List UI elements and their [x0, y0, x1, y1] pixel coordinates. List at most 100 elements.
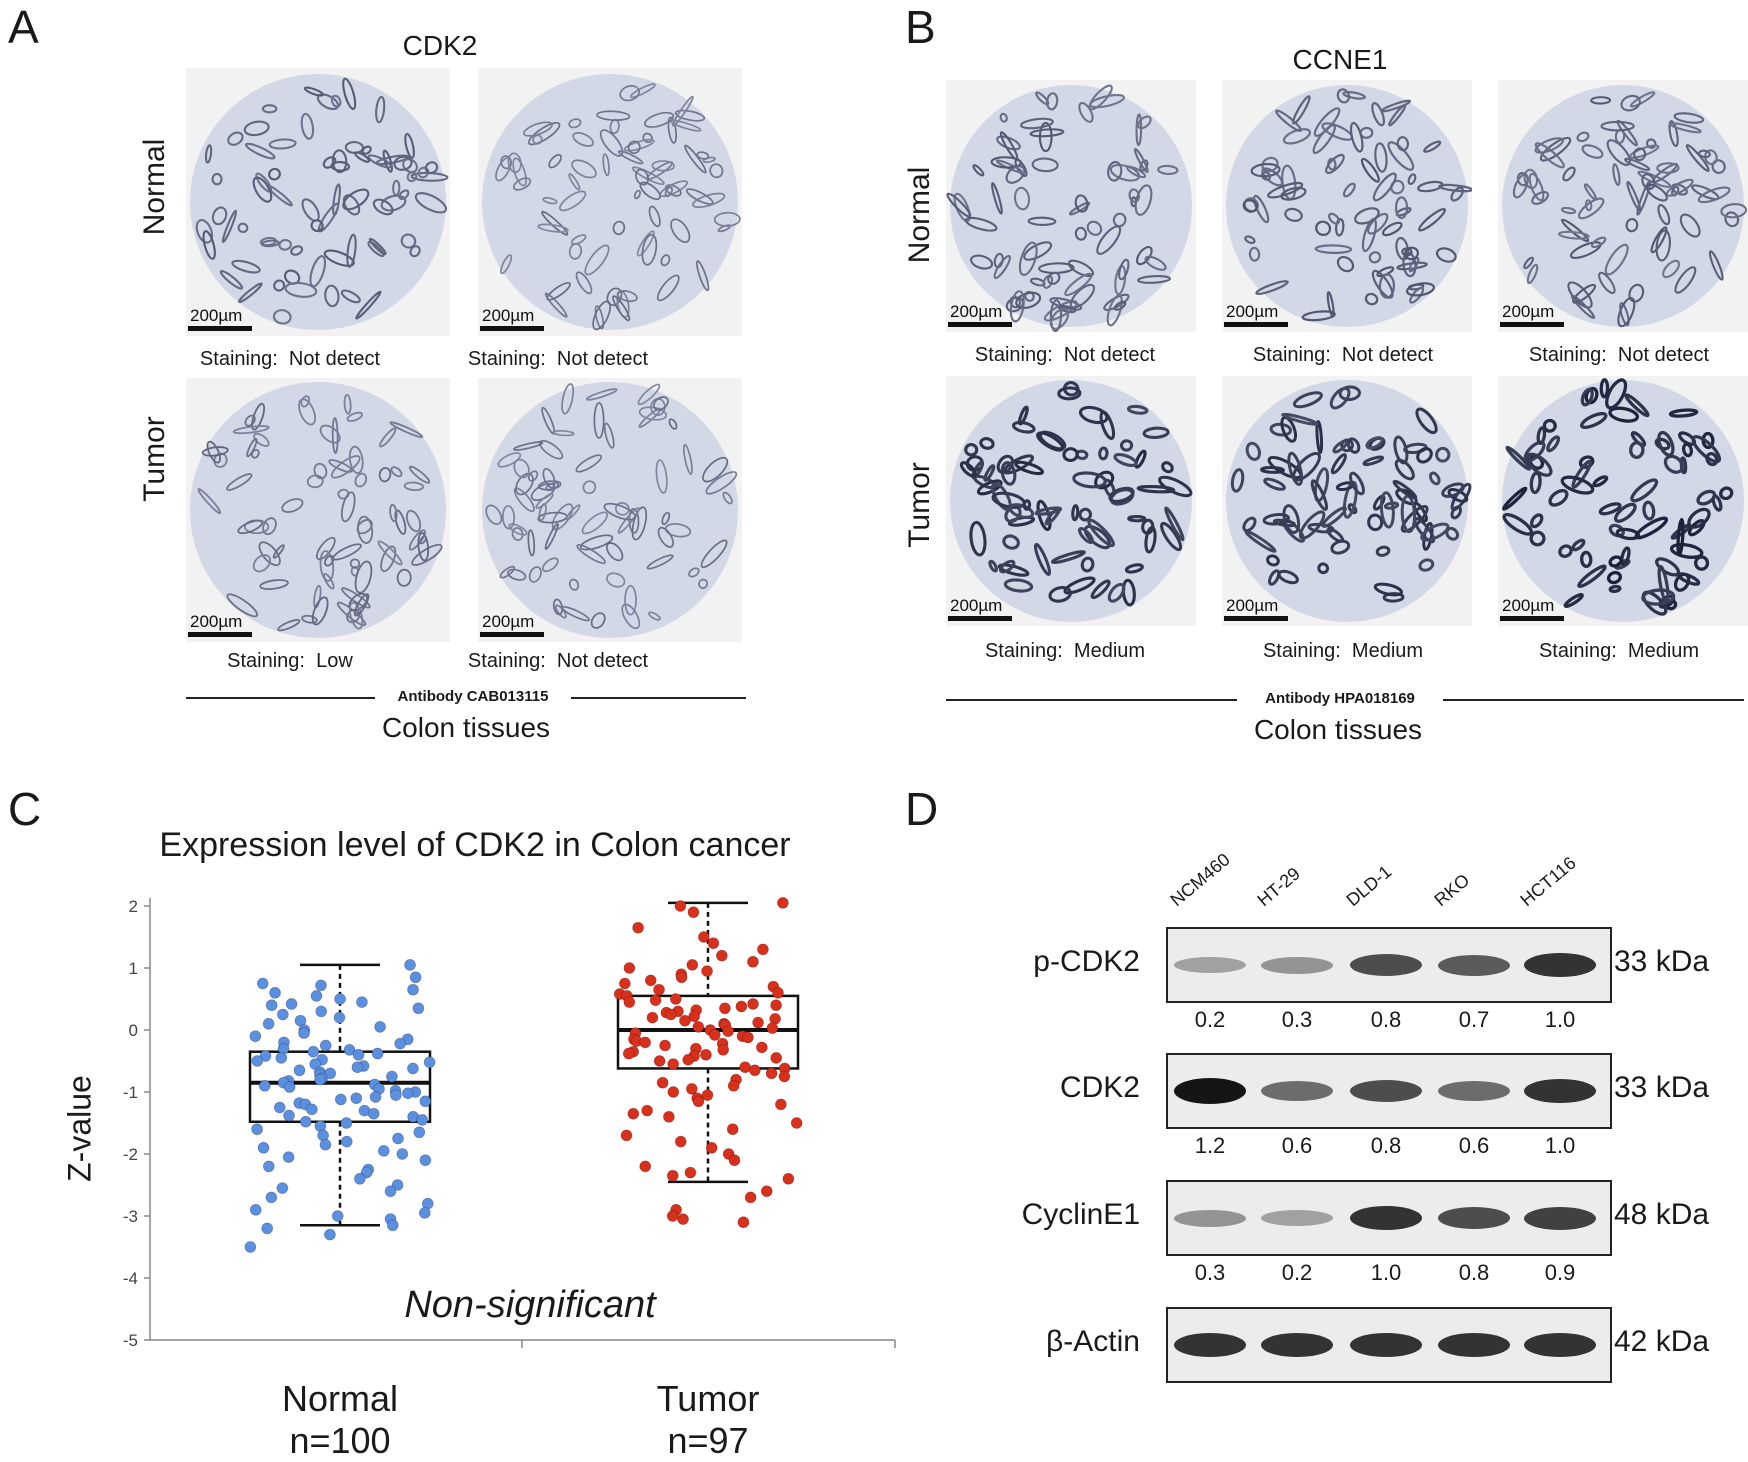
- gland-structure: [700, 539, 728, 569]
- data-point-normal: [299, 1115, 312, 1128]
- gland-structure: [411, 543, 443, 566]
- gland-structure: [315, 536, 336, 561]
- gland-structure: [354, 472, 368, 488]
- gland-structure: [507, 568, 527, 581]
- blot-band: [1174, 1078, 1246, 1104]
- gland-structure: [1118, 258, 1130, 281]
- gland-structure: [1435, 247, 1457, 263]
- gland-structure: [1342, 182, 1356, 198]
- gland-structure: [392, 179, 401, 197]
- y-tick-label: -3: [123, 1207, 138, 1226]
- data-point-tumor: [744, 1191, 757, 1204]
- gland-structure: [996, 454, 1015, 475]
- gland-structure: [272, 309, 292, 325]
- panel-b-staining-5: Staining: Medium: [1262, 640, 1424, 662]
- gland-structure: [1502, 512, 1533, 536]
- gland-structure: [1608, 584, 1622, 593]
- gland-structure: [1126, 404, 1149, 415]
- gland-structure: [990, 156, 1022, 169]
- gland-structure: [1260, 171, 1272, 181]
- data-point-normal: [369, 1091, 382, 1103]
- data-point-tumor: [705, 1141, 718, 1154]
- gland-structure: [1392, 479, 1418, 500]
- gland-structure: [258, 541, 281, 567]
- gland-structure: [628, 507, 640, 534]
- tissue-image-cdk2-normal-2: [478, 68, 742, 336]
- gland-structure: [495, 156, 512, 182]
- gland-structure: [1592, 475, 1609, 488]
- gland-structure: [1657, 430, 1675, 457]
- gland-structure: [342, 188, 370, 211]
- data-point-normal: [265, 1191, 278, 1204]
- gland-structure: [1403, 442, 1428, 455]
- gland-structure: [656, 274, 680, 302]
- gland-structure: [1013, 186, 1031, 211]
- data-point-normal: [356, 996, 368, 1008]
- gland-structure: [1560, 475, 1595, 495]
- scale-bar: [948, 322, 1012, 327]
- data-point-tumor: [728, 1154, 741, 1167]
- data-point-normal: [262, 1160, 275, 1173]
- gland-structure: [696, 260, 710, 292]
- blot-protein-label: CDK2: [1059, 1071, 1140, 1104]
- data-point-tumor: [778, 1070, 791, 1083]
- gland-structure: [346, 608, 361, 624]
- band-quantification: 0.6: [1458, 1133, 1490, 1158]
- data-point-tumor: [747, 955, 759, 968]
- gland-structure: [1691, 435, 1722, 464]
- band-quantification: 0.9: [1544, 1260, 1576, 1285]
- gland-structure: [1074, 226, 1087, 241]
- gland-structure: [1600, 120, 1635, 132]
- data-point-normal: [333, 1011, 346, 1024]
- gland-structure: [1583, 183, 1597, 201]
- gland-structure: [389, 503, 398, 523]
- data-point-normal: [276, 1182, 289, 1194]
- gland-structure: [1546, 435, 1561, 453]
- tissue-core: [1502, 85, 1744, 327]
- gland-structure: [1134, 184, 1153, 216]
- gland-structure: [319, 550, 335, 582]
- blot-band: [1438, 1333, 1510, 1357]
- gland-structure: [660, 254, 671, 267]
- gland-structure: [1315, 220, 1332, 236]
- gland-structure: [268, 167, 281, 181]
- blot-band: [1524, 1333, 1596, 1357]
- gland-structure: [1529, 471, 1542, 495]
- scale-bar-label: 200µm: [1502, 596, 1555, 615]
- data-point-tumor: [669, 993, 682, 1005]
- gland-structure: [1641, 173, 1656, 190]
- data-point-tumor: [739, 1061, 752, 1074]
- data-point-normal: [310, 990, 323, 1002]
- gland-structure: [537, 480, 562, 491]
- gland-structure: [343, 393, 352, 415]
- gland-structure: [1662, 259, 1681, 279]
- gland-structure: [1428, 471, 1441, 486]
- gland-structure: [1248, 246, 1261, 262]
- gland-structure: [260, 239, 280, 248]
- scale-bar: [188, 326, 252, 331]
- gland-structure: [368, 237, 387, 256]
- gland-structure: [571, 159, 597, 179]
- gland-structure: [1668, 120, 1679, 148]
- gland-structure: [1338, 385, 1361, 402]
- data-point-normal: [343, 1043, 356, 1056]
- gland-structure: [301, 614, 318, 624]
- gland-structure: [606, 542, 624, 562]
- gland-structure: [1580, 387, 1594, 407]
- data-point-normal: [298, 1027, 310, 1039]
- gland-structure: [702, 456, 729, 483]
- gland-structure: [424, 161, 439, 175]
- data-point-normal: [249, 1203, 262, 1216]
- gland-structure: [946, 192, 972, 218]
- gland-structure: [653, 396, 669, 411]
- blot-band: [1438, 1207, 1510, 1229]
- data-point-tumor: [687, 906, 700, 919]
- gland-structure: [1396, 136, 1410, 152]
- gland-structure: [594, 305, 605, 330]
- gland-structure: [542, 196, 558, 205]
- data-point-tumor: [772, 986, 784, 999]
- tissue-core: [482, 74, 738, 330]
- gland-structure: [1668, 408, 1699, 418]
- blot-band: [1261, 1210, 1333, 1226]
- gland-structure: [668, 418, 678, 430]
